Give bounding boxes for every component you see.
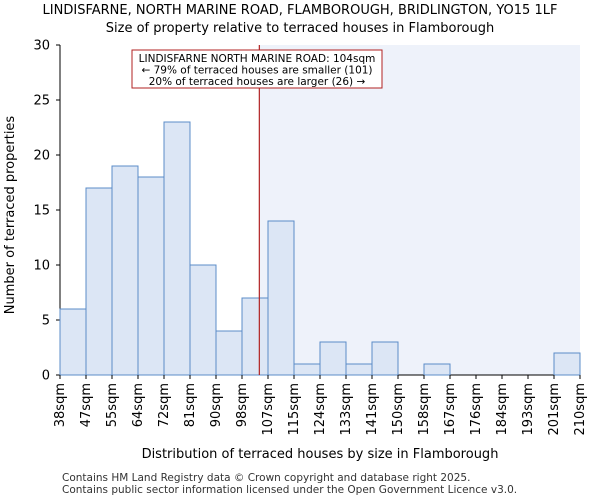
y-tick-label: 30 [33,39,50,54]
x-tick-label: 115sqm [287,383,302,436]
bar [371,341,399,376]
bar [163,121,191,376]
x-tick-label: 55sqm [105,383,120,427]
bar [319,341,347,376]
y-tick-label: 0 [42,369,50,384]
bar [59,308,87,376]
x-tick-label: 38sqm [53,383,68,427]
x-tick-label: 98sqm [235,383,250,427]
bar [189,264,217,376]
chart-title: LINDISFARNE, NORTH MARINE ROAD, FLAMBORO… [42,3,558,18]
y-tick-label: 10 [33,259,50,274]
bar [215,330,243,376]
x-tick-label: 64sqm [131,383,146,427]
y-tick-label: 20 [33,149,50,164]
y-tick-label: 25 [33,94,50,109]
bar [293,363,321,376]
annotation-line: 20% of terraced houses are larger (26) → [149,76,366,88]
x-tick-label: 133sqm [339,383,354,436]
footer-line-1: Contains HM Land Registry data © Crown c… [62,472,471,484]
annotation-line: LINDISFARNE NORTH MARINE ROAD: 104sqm [139,53,376,65]
bar [345,363,373,376]
x-tick-label: 193sqm [521,383,536,436]
x-tick-label: 124sqm [313,383,328,436]
x-tick-label: 167sqm [443,383,458,436]
bar [553,352,581,376]
y-axis-label: Number of terraced properties [3,116,18,315]
x-tick-label: 81sqm [183,383,198,427]
x-tick-label: 150sqm [391,383,406,436]
x-tick-label: 90sqm [209,383,224,427]
annotation-box [131,49,383,89]
bar [137,176,165,376]
y-tick-label: 5 [42,314,50,329]
footer-line-2: Contains public sector information licen… [62,484,518,496]
x-tick-label: 201sqm [547,383,562,436]
x-axis-label: Distribution of terraced houses by size … [142,447,499,462]
x-tick-label: 210sqm [573,383,588,436]
x-tick-label: 141sqm [365,383,380,436]
x-tick-label: 184sqm [495,383,510,436]
chart-subtitle: Size of property relative to terraced ho… [105,21,495,36]
bar [241,297,269,376]
bar [423,363,451,376]
annotation-line: ← 79% of terraced houses are smaller (10… [141,65,372,77]
x-tick-label: 72sqm [157,383,172,427]
x-tick-label: 107sqm [261,383,276,436]
x-tick-label: 47sqm [79,383,94,427]
x-tick-label: 176sqm [469,383,484,436]
bar [267,220,295,376]
larger-region-shade [259,45,580,375]
bar [85,187,113,376]
x-tick-label: 158sqm [417,383,432,436]
bar [111,165,139,376]
y-tick-label: 15 [33,204,50,219]
